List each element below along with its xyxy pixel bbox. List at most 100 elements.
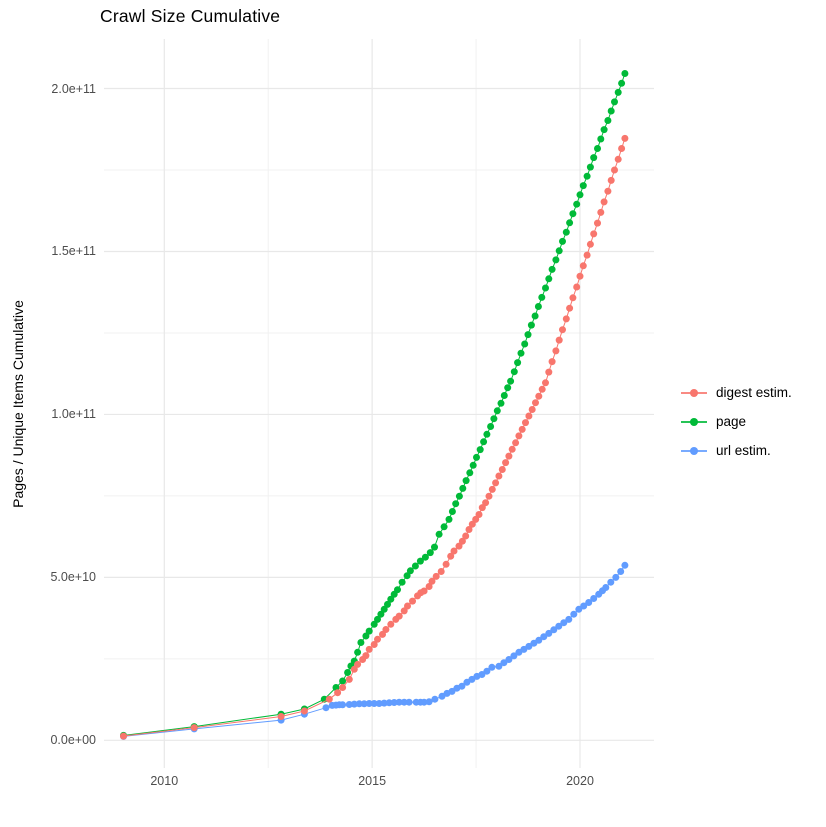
data-point-digest-estim xyxy=(442,560,450,568)
data-point-page xyxy=(431,543,438,551)
data-point-page xyxy=(586,163,594,171)
data-point-digest-estim xyxy=(365,645,373,653)
data-point-page xyxy=(576,191,584,199)
data-point-digest-estim xyxy=(611,166,618,174)
data-point-digest-estim xyxy=(362,652,370,660)
data-point-page xyxy=(483,430,491,438)
data-point-page xyxy=(398,578,406,586)
data-point-url-estim xyxy=(575,605,583,613)
data-point-page xyxy=(531,312,539,320)
data-point-digest-estim xyxy=(354,660,362,668)
data-point-digest-estim xyxy=(428,577,436,585)
data-point-page xyxy=(452,500,460,508)
data-point-page xyxy=(566,219,574,227)
data-point-url-estim xyxy=(380,699,388,707)
data-point-digest-estim xyxy=(277,713,285,720)
data-point-digest-estim xyxy=(548,358,556,366)
data-point-url-estim xyxy=(400,698,408,706)
data-point-digest-estim xyxy=(614,155,622,163)
legend-item-digest-estim: digest estim. xyxy=(681,378,792,407)
data-point-url-estim xyxy=(425,698,433,706)
data-point-digest-estim xyxy=(555,336,563,344)
data-point-digest-estim xyxy=(120,732,127,740)
data-point-digest-estim xyxy=(462,532,470,540)
data-point-page xyxy=(440,523,448,531)
data-point-digest-estim xyxy=(573,283,581,291)
x-tick-label: 2015 xyxy=(358,774,387,788)
data-point-page xyxy=(504,384,512,392)
data-point-digest-estim xyxy=(545,368,553,376)
y-tick-label: 5.0e+10 xyxy=(50,570,96,585)
legend-key-icon xyxy=(681,415,707,429)
legend-key-icon xyxy=(681,386,707,400)
data-point-digest-estim xyxy=(583,251,591,259)
data-point-digest-estim xyxy=(300,707,308,715)
data-point-page xyxy=(621,70,629,77)
data-point-digest-estim xyxy=(350,665,358,673)
data-point-page xyxy=(370,620,378,628)
data-point-page xyxy=(573,200,581,208)
data-point-url-estim xyxy=(560,619,568,627)
data-point-page xyxy=(594,145,601,152)
data-point-page xyxy=(521,340,529,348)
data-point-url-estim xyxy=(322,704,330,712)
x-tick-label: 2010 xyxy=(150,774,179,788)
data-point-page xyxy=(411,562,419,570)
data-point-digest-estim xyxy=(455,542,463,550)
data-point-url-estim xyxy=(458,682,466,690)
data-point-page xyxy=(473,453,480,461)
data-point-page xyxy=(377,610,385,618)
data-point-url-estim xyxy=(510,652,518,660)
data-point-page xyxy=(459,484,467,492)
data-point-url-estim xyxy=(405,698,413,706)
data-point-url-estim xyxy=(360,700,368,708)
data-point-digest-estim xyxy=(465,526,473,533)
data-point-page xyxy=(614,88,622,96)
data-point-digest-estim xyxy=(525,412,533,420)
legend-key-icon xyxy=(681,444,707,458)
data-point-digest-estim xyxy=(395,612,403,620)
data-point-page xyxy=(480,438,488,446)
data-point-page xyxy=(374,615,381,623)
data-point-digest-estim xyxy=(590,230,598,238)
data-point-page xyxy=(604,117,612,124)
data-point-page xyxy=(507,377,515,385)
data-point-digest-estim xyxy=(512,439,520,447)
y-axis-title: Pages / Unique Items Cumulative xyxy=(10,300,26,508)
data-point-page xyxy=(387,595,395,603)
legend-item-page: page xyxy=(681,407,792,436)
data-point-page xyxy=(403,572,411,580)
data-point-page xyxy=(426,549,434,557)
data-point-url-estim xyxy=(478,671,486,678)
data-point-page xyxy=(344,669,352,676)
data-point-url-estim xyxy=(570,610,578,618)
data-point-page xyxy=(487,423,495,430)
data-point-url-estim xyxy=(565,615,573,623)
data-point-digest-estim xyxy=(432,572,440,580)
data-point-url-estim xyxy=(545,629,553,637)
data-point-page xyxy=(365,627,373,635)
data-point-digest-estim xyxy=(382,626,390,633)
data-point-page xyxy=(406,567,414,575)
data-point-url-estim xyxy=(550,626,558,634)
data-point-digest-estim xyxy=(562,315,570,323)
data-point-digest-estim xyxy=(538,385,546,393)
data-point-url-estim xyxy=(370,700,378,707)
data-point-page xyxy=(545,275,553,283)
data-point-digest-estim xyxy=(488,485,496,493)
data-point-url-estim xyxy=(602,584,610,591)
data-point-page xyxy=(548,265,556,273)
data-point-url-estim xyxy=(535,636,543,644)
y-tick-label: 2.0e+11 xyxy=(51,81,96,96)
data-point-digest-estim xyxy=(447,552,455,560)
data-point-page xyxy=(357,639,365,646)
data-point-page xyxy=(394,586,401,594)
data-point-page xyxy=(514,359,522,367)
y-tick-label: 1.5e+11 xyxy=(51,244,96,259)
data-point-url-estim xyxy=(607,578,615,586)
data-point-page xyxy=(590,154,598,162)
data-point-digest-estim xyxy=(579,262,587,270)
data-point-page xyxy=(579,182,587,190)
data-point-url-estim xyxy=(590,595,598,602)
